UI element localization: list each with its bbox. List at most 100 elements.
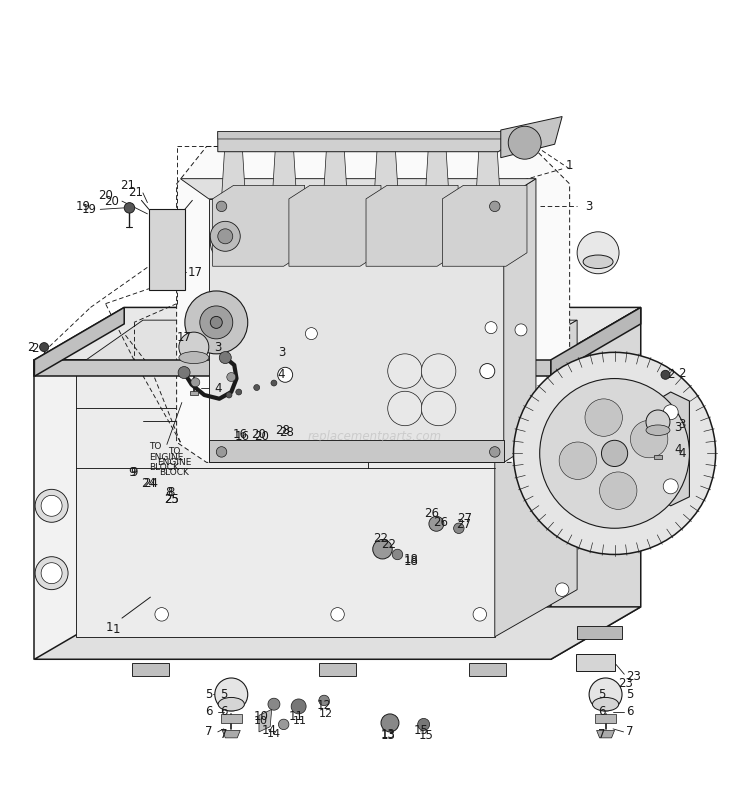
Text: 14: 14 [261, 724, 276, 737]
Text: 3: 3 [678, 419, 686, 431]
Text: 3: 3 [674, 421, 682, 434]
Text: 25: 25 [164, 493, 178, 506]
Circle shape [661, 371, 670, 379]
Text: 8: 8 [168, 486, 175, 499]
Circle shape [585, 399, 622, 436]
Polygon shape [34, 360, 551, 376]
Text: 21: 21 [128, 186, 143, 200]
Text: 20: 20 [251, 428, 266, 441]
Text: 12: 12 [316, 699, 332, 712]
Circle shape [291, 699, 306, 714]
Circle shape [490, 447, 500, 457]
Polygon shape [576, 654, 614, 670]
Circle shape [219, 351, 231, 363]
Polygon shape [221, 150, 245, 199]
Polygon shape [578, 626, 622, 639]
Text: 17: 17 [188, 265, 202, 279]
Circle shape [305, 328, 317, 339]
Polygon shape [34, 307, 124, 376]
Text: 22: 22 [381, 538, 396, 551]
Circle shape [331, 608, 344, 621]
Polygon shape [76, 320, 578, 367]
Circle shape [602, 440, 628, 467]
Text: 3: 3 [278, 346, 285, 358]
Circle shape [509, 126, 542, 160]
Text: 6: 6 [205, 705, 212, 718]
Text: 2: 2 [667, 368, 674, 381]
Circle shape [155, 608, 169, 621]
Text: 2: 2 [31, 342, 38, 355]
Text: 10: 10 [254, 716, 268, 727]
Circle shape [319, 695, 329, 706]
Polygon shape [190, 391, 197, 395]
Circle shape [217, 229, 232, 244]
Circle shape [454, 523, 464, 533]
Circle shape [515, 324, 527, 336]
Circle shape [278, 367, 292, 383]
Text: 23: 23 [618, 678, 633, 691]
Text: 24: 24 [142, 477, 157, 490]
Text: 10: 10 [254, 711, 268, 723]
Text: 3: 3 [586, 200, 592, 213]
Text: 9: 9 [130, 466, 138, 479]
Circle shape [278, 719, 289, 730]
Polygon shape [217, 132, 525, 152]
Circle shape [388, 391, 422, 426]
Text: 19: 19 [76, 200, 91, 213]
Circle shape [184, 291, 248, 354]
Circle shape [422, 354, 456, 388]
Circle shape [178, 367, 190, 379]
Polygon shape [289, 185, 381, 266]
Text: 7: 7 [205, 725, 212, 739]
Text: 2: 2 [678, 367, 686, 380]
Text: 5: 5 [205, 688, 212, 701]
Text: 18: 18 [404, 556, 418, 569]
Circle shape [429, 516, 444, 531]
Text: 9: 9 [128, 466, 136, 479]
Circle shape [210, 221, 240, 251]
Circle shape [35, 489, 68, 522]
Circle shape [373, 540, 392, 559]
Text: 15: 15 [419, 729, 434, 742]
Polygon shape [476, 147, 500, 195]
Text: 20: 20 [254, 430, 268, 443]
Circle shape [178, 332, 209, 362]
Text: TO
ENGINE
BLOCK: TO ENGINE BLOCK [158, 448, 191, 477]
Text: 12: 12 [320, 709, 334, 719]
Text: 1: 1 [566, 159, 574, 172]
Ellipse shape [646, 425, 670, 435]
Circle shape [589, 678, 622, 711]
Circle shape [216, 447, 226, 457]
Ellipse shape [592, 698, 619, 711]
Polygon shape [425, 150, 449, 199]
Text: 23: 23 [626, 670, 640, 683]
Polygon shape [551, 307, 640, 376]
Text: 5: 5 [626, 688, 633, 701]
Text: 5: 5 [220, 688, 227, 701]
Text: 7: 7 [626, 725, 633, 739]
Text: 6: 6 [598, 705, 605, 718]
Text: 2: 2 [27, 341, 34, 354]
Circle shape [41, 563, 62, 584]
Circle shape [41, 496, 62, 516]
Circle shape [578, 446, 593, 461]
Polygon shape [259, 710, 272, 732]
Circle shape [271, 380, 277, 386]
Polygon shape [656, 392, 689, 506]
Polygon shape [180, 179, 536, 199]
Circle shape [210, 317, 222, 328]
Text: 7: 7 [220, 727, 227, 740]
Polygon shape [323, 150, 347, 199]
Text: 27: 27 [458, 512, 472, 525]
Text: 20: 20 [98, 188, 113, 201]
Polygon shape [551, 307, 640, 659]
Text: 8: 8 [166, 486, 172, 499]
Text: 27: 27 [456, 518, 471, 531]
Polygon shape [34, 360, 551, 659]
Text: 26: 26 [424, 507, 439, 520]
Circle shape [40, 342, 49, 351]
Circle shape [216, 201, 226, 212]
Polygon shape [222, 731, 240, 738]
Circle shape [514, 352, 716, 554]
Circle shape [214, 678, 248, 711]
